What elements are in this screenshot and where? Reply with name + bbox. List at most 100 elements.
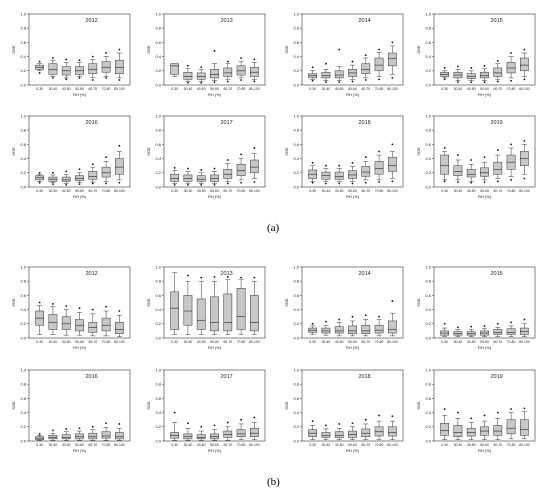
box-30-40 [183, 422, 193, 441]
outlier-point [391, 415, 394, 418]
box-60-70 [493, 411, 503, 440]
outlier-point [457, 81, 459, 84]
outlier-point [118, 144, 121, 147]
box-80-100 [519, 139, 529, 180]
y-tick-label: 0.4 [20, 156, 26, 161]
outlier-point [65, 58, 68, 61]
box-iqr [114, 432, 124, 440]
outlier-point [105, 182, 107, 185]
panel-title: 2019 [490, 374, 502, 380]
box-30-40 [453, 326, 463, 337]
box-iqr [374, 324, 384, 334]
box-60-70 [493, 149, 503, 183]
outlier-point [78, 183, 81, 186]
outlier-point [364, 156, 367, 159]
x-tick-label: 70-80 [375, 87, 384, 91]
box-70-80 [506, 52, 516, 82]
box-iqr [374, 426, 384, 437]
box-iqr [101, 61, 111, 73]
outlier-point [226, 182, 229, 185]
box-30-40 [48, 429, 58, 441]
box-50-60 [75, 427, 84, 441]
box-40-50 [334, 48, 344, 84]
outlier-point [38, 433, 41, 435]
box-iqr [236, 288, 246, 330]
chart-panel-a-2012: 0.0 0.2 0.4 0.6 0.8 1.0 SOE 2012 0-30 30-40 40-50 5… [11, 11, 131, 97]
chart-panel-a-2017: 0.0 0.2 0.4 0.6 0.8 1.0 SOE 2017 0-30 30-40 40-50 5… [146, 113, 266, 199]
x-tick-label: 40-50 [467, 189, 476, 193]
box-0-30 [308, 161, 318, 184]
outlier-point [91, 79, 94, 81]
box-0-30 [35, 171, 45, 184]
x-tick-label: 30-40 [49, 443, 58, 447]
outlier-point [443, 67, 446, 69]
panel-title: 2012 [85, 18, 97, 24]
outlier-point [78, 59, 81, 62]
x-tick-label: 40-50 [467, 87, 476, 91]
x-tick-label: 40-50 [62, 340, 71, 344]
outlier-point [378, 78, 380, 81]
box-iqr [453, 331, 463, 336]
outlier-point [523, 177, 526, 180]
box-40-50 [196, 169, 206, 186]
box-iqr [170, 63, 180, 75]
y-tick-label: 0.0 [293, 438, 299, 443]
box-40-50 [61, 170, 71, 186]
y-tick-label: 1.0 [155, 264, 161, 269]
outlier-point [213, 50, 216, 52]
outlier-point [378, 150, 380, 153]
x-tick-label: 70-80 [375, 189, 384, 193]
box-iqr [440, 423, 450, 436]
box-0-30 [35, 60, 45, 74]
outlier-point [78, 168, 81, 171]
x-tick-label: 0-30 [309, 189, 316, 193]
y-tick-label: 0.2 [425, 68, 431, 73]
x-axis-label: RH (%) [478, 345, 492, 350]
box-40-50 [196, 425, 206, 441]
y-tick-label: 1.0 [20, 11, 26, 16]
box-0-30 [170, 63, 180, 77]
outlier-point [187, 183, 189, 186]
outlier-point [364, 54, 367, 57]
x-tick-label: 50-60 [348, 189, 357, 193]
x-tick-label: 80-100 [249, 443, 260, 447]
outlier-point [240, 276, 242, 279]
panel-title: 2013 [220, 271, 232, 277]
x-tick-label: 60-70 [361, 443, 370, 447]
box-iqr [334, 70, 344, 79]
outlier-point [118, 79, 121, 81]
box-60-70 [223, 276, 233, 335]
y-tick-label: 0.6 [155, 142, 161, 147]
x-tick-label: 40-50 [467, 443, 476, 447]
outlier-point [226, 421, 229, 424]
box-80-100 [114, 423, 124, 441]
y-tick-label: 0.0 [155, 335, 161, 340]
y-tick-label: 0.0 [20, 438, 26, 443]
box-iqr [453, 165, 463, 176]
y-tick-label: 0.6 [20, 293, 26, 298]
x-tick-label: 0-30 [441, 340, 448, 344]
x-tick-label: 0-30 [309, 340, 316, 344]
outlier-point [253, 147, 256, 149]
y-tick-label: 0.8 [425, 128, 431, 133]
outlier-point [496, 149, 499, 151]
box-iqr [480, 167, 489, 177]
y-tick-label: 0.6 [155, 396, 161, 401]
outlier-point [105, 156, 107, 159]
y-tick-label: 0.2 [20, 321, 26, 326]
x-axis-label: RH (%) [346, 92, 360, 97]
plot-frame [163, 13, 266, 86]
box-40-50 [466, 325, 476, 337]
box-80-100 [114, 310, 124, 337]
y-tick-label: 0.4 [20, 410, 26, 415]
box-70-80 [236, 153, 246, 184]
x-tick-label: 0-30 [36, 189, 43, 193]
panel-title: 2012 [85, 271, 97, 277]
outlier-point [364, 181, 367, 184]
y-tick-label: 0.2 [293, 424, 299, 429]
outlier-point [311, 161, 314, 164]
box-iqr [334, 431, 344, 438]
outlier-point [496, 59, 499, 62]
y-tick-label: 0.0 [20, 184, 26, 189]
plot-frame [301, 13, 404, 86]
